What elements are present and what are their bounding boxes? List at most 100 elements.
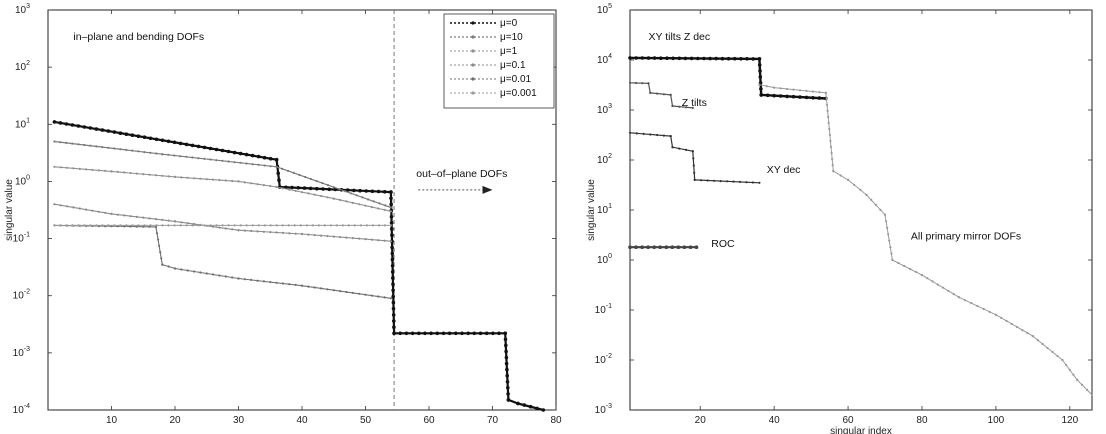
series-point	[53, 224, 56, 227]
series-point	[123, 214, 126, 217]
series-point	[125, 224, 128, 227]
series-point	[1005, 319, 1008, 322]
y-tick-label: 10-3	[595, 403, 612, 416]
series-point	[237, 277, 240, 280]
series-point	[262, 155, 267, 160]
series-point	[702, 56, 706, 61]
series-point	[988, 310, 991, 313]
series-point	[135, 172, 138, 175]
series-point	[275, 185, 278, 189]
series-point	[160, 257, 163, 260]
series-point	[786, 87, 789, 91]
series-point	[791, 94, 796, 99]
series-point	[59, 204, 62, 207]
series-point	[351, 291, 354, 294]
series-point	[1041, 343, 1044, 346]
series-point	[281, 231, 284, 234]
series-point	[329, 224, 332, 227]
annotation-label: XY dec	[767, 164, 801, 176]
series-point	[503, 337, 508, 342]
series-point	[669, 135, 672, 138]
series-point	[155, 224, 158, 227]
series-point	[377, 295, 380, 298]
series-point	[196, 144, 201, 149]
series-point	[161, 174, 164, 177]
series-point	[725, 180, 729, 183]
series-point	[101, 224, 104, 227]
series-point	[52, 120, 57, 124]
series-point	[504, 355, 509, 360]
series-point	[429, 331, 433, 336]
series-point	[82, 125, 87, 129]
series-point	[199, 177, 202, 180]
series-point	[423, 331, 427, 336]
series-point	[77, 143, 80, 146]
series-point	[215, 159, 218, 162]
annotation-label: XY tilts Z dec	[648, 31, 710, 43]
series-point	[214, 147, 219, 152]
series-point	[982, 307, 985, 311]
series-point	[818, 91, 821, 94]
series-point	[383, 239, 386, 242]
legend-marker	[471, 21, 475, 25]
series-point	[829, 145, 833, 149]
series-point	[203, 224, 206, 227]
series-point	[383, 208, 386, 211]
series-point	[811, 90, 815, 93]
series-point	[964, 299, 967, 302]
series-point	[640, 245, 644, 249]
series-point	[250, 278, 253, 281]
series-point	[307, 285, 310, 288]
series-point	[472, 331, 477, 336]
y-tick-label: 102	[597, 153, 612, 166]
series-point	[311, 224, 314, 227]
series-point	[233, 161, 236, 164]
series-point	[952, 293, 955, 296]
series-point	[302, 186, 307, 190]
series-point	[503, 331, 508, 336]
series-point	[197, 224, 200, 227]
series-point	[365, 224, 368, 227]
series-point	[506, 398, 511, 402]
series-point	[732, 180, 735, 183]
series-point	[256, 279, 259, 282]
series-point	[364, 204, 367, 207]
axes-frame	[629, 9, 1093, 411]
series-point	[389, 196, 393, 201]
series-point	[652, 245, 656, 249]
series-point	[370, 238, 373, 241]
series-point	[83, 224, 86, 227]
series-point	[307, 192, 310, 195]
series-point	[180, 268, 183, 271]
series-point	[106, 129, 111, 133]
series-point	[58, 121, 63, 125]
series-point	[484, 331, 489, 336]
series-point	[628, 81, 632, 84]
annotation-label: ROC	[711, 238, 735, 250]
series-point	[131, 149, 134, 152]
series-point	[824, 91, 828, 94]
series-point	[671, 56, 675, 61]
series-point	[535, 406, 539, 411]
series-point	[135, 215, 138, 218]
series-point	[649, 91, 652, 94]
series-point	[218, 274, 221, 277]
series-point	[785, 94, 789, 99]
series-point	[224, 275, 227, 278]
series-point	[116, 170, 119, 173]
series-point	[89, 144, 92, 147]
series-point	[410, 331, 415, 336]
series-point	[384, 204, 387, 207]
series-point	[817, 96, 822, 100]
series-point	[751, 181, 755, 184]
series-point	[831, 164, 834, 167]
series-point	[454, 331, 458, 336]
y-tick-label: 103	[597, 103, 612, 116]
series-point	[915, 270, 918, 274]
x-tick-label: 40	[769, 415, 781, 426]
series-point	[281, 187, 285, 190]
series-point	[155, 152, 158, 155]
series-point	[829, 139, 832, 143]
series-point	[693, 178, 696, 181]
series-point	[659, 56, 663, 60]
